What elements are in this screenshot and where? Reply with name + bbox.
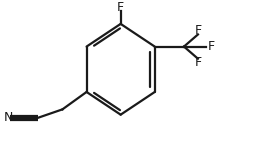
Text: F: F bbox=[194, 24, 201, 37]
Text: F: F bbox=[117, 1, 124, 14]
Text: F: F bbox=[194, 56, 201, 69]
Text: N: N bbox=[4, 111, 13, 124]
Text: F: F bbox=[208, 40, 215, 53]
